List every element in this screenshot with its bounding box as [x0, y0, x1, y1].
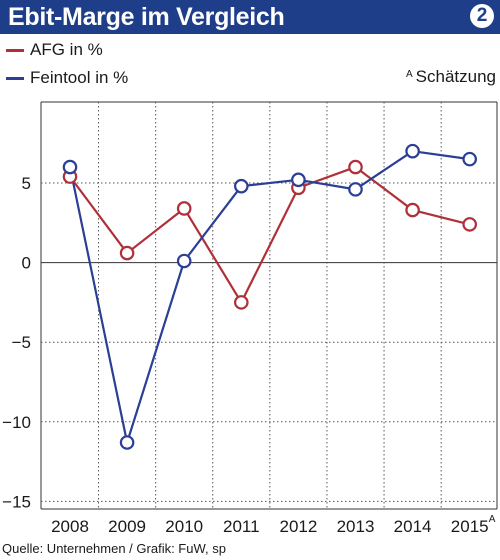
series-line-afg: [69, 165, 470, 304]
estimate-note-label: Schätzung: [415, 67, 496, 86]
legend-label-afg: AFG in %: [30, 40, 103, 59]
series-line-feintool: [68, 150, 470, 444]
x-tick-label: 2012: [279, 517, 317, 536]
data-point-afg: [176, 201, 192, 216]
x-tick-label: 2008: [51, 517, 89, 536]
data-point-afg: [405, 202, 420, 218]
chart-number-badge: 2: [470, 4, 494, 28]
legend-label-feintool: Feintool in %: [30, 68, 129, 87]
data-point-afg: [348, 159, 363, 175]
data-point-feintool: [176, 253, 192, 269]
legend-item-afg: AFG in %: [6, 39, 103, 61]
y-tick-label: −15: [2, 492, 31, 511]
data-point-feintool: [119, 435, 135, 450]
data-point-feintool: [462, 151, 477, 167]
data-point-feintool: [62, 159, 78, 175]
x-tick-label: 2013: [337, 517, 375, 536]
x-tick-label: 2010: [165, 517, 203, 536]
data-point-feintool: [291, 172, 306, 188]
y-tick-label: −5: [12, 333, 31, 352]
data-point-afg: [119, 245, 135, 261]
x-tick-label: 2015: [451, 517, 489, 536]
estimate-note-marker: A: [405, 69, 413, 80]
estimate-note: A Schätzung: [406, 67, 496, 87]
data-point-feintool: [234, 178, 249, 194]
x-tick-label: 2009: [108, 517, 146, 536]
x-tick-estimate-marker: A: [489, 514, 496, 525]
legend-swatch-afg: [6, 48, 24, 52]
legend-swatch-feintool: [6, 76, 24, 80]
y-tick-label: −10: [2, 413, 31, 432]
y-tick-label: 0: [22, 254, 31, 273]
chart-header: Ebit-Marge im Vergleich 2: [0, 0, 500, 34]
chart-title: Ebit-Marge im Vergleich: [8, 3, 285, 31]
data-point-afg: [462, 217, 477, 232]
data-point-feintool: [405, 143, 420, 159]
x-tick-label: 2011: [223, 517, 260, 536]
data-point-afg: [234, 295, 249, 310]
data-point-feintool: [348, 182, 363, 197]
y-tick-label: 5: [22, 174, 31, 193]
legend-item-feintool: Feintool in %: [6, 67, 128, 89]
source-credit: Quelle: Unternehmen / Grafik: FuW, sp: [2, 541, 226, 556]
x-tick-label: 2014: [394, 517, 432, 536]
